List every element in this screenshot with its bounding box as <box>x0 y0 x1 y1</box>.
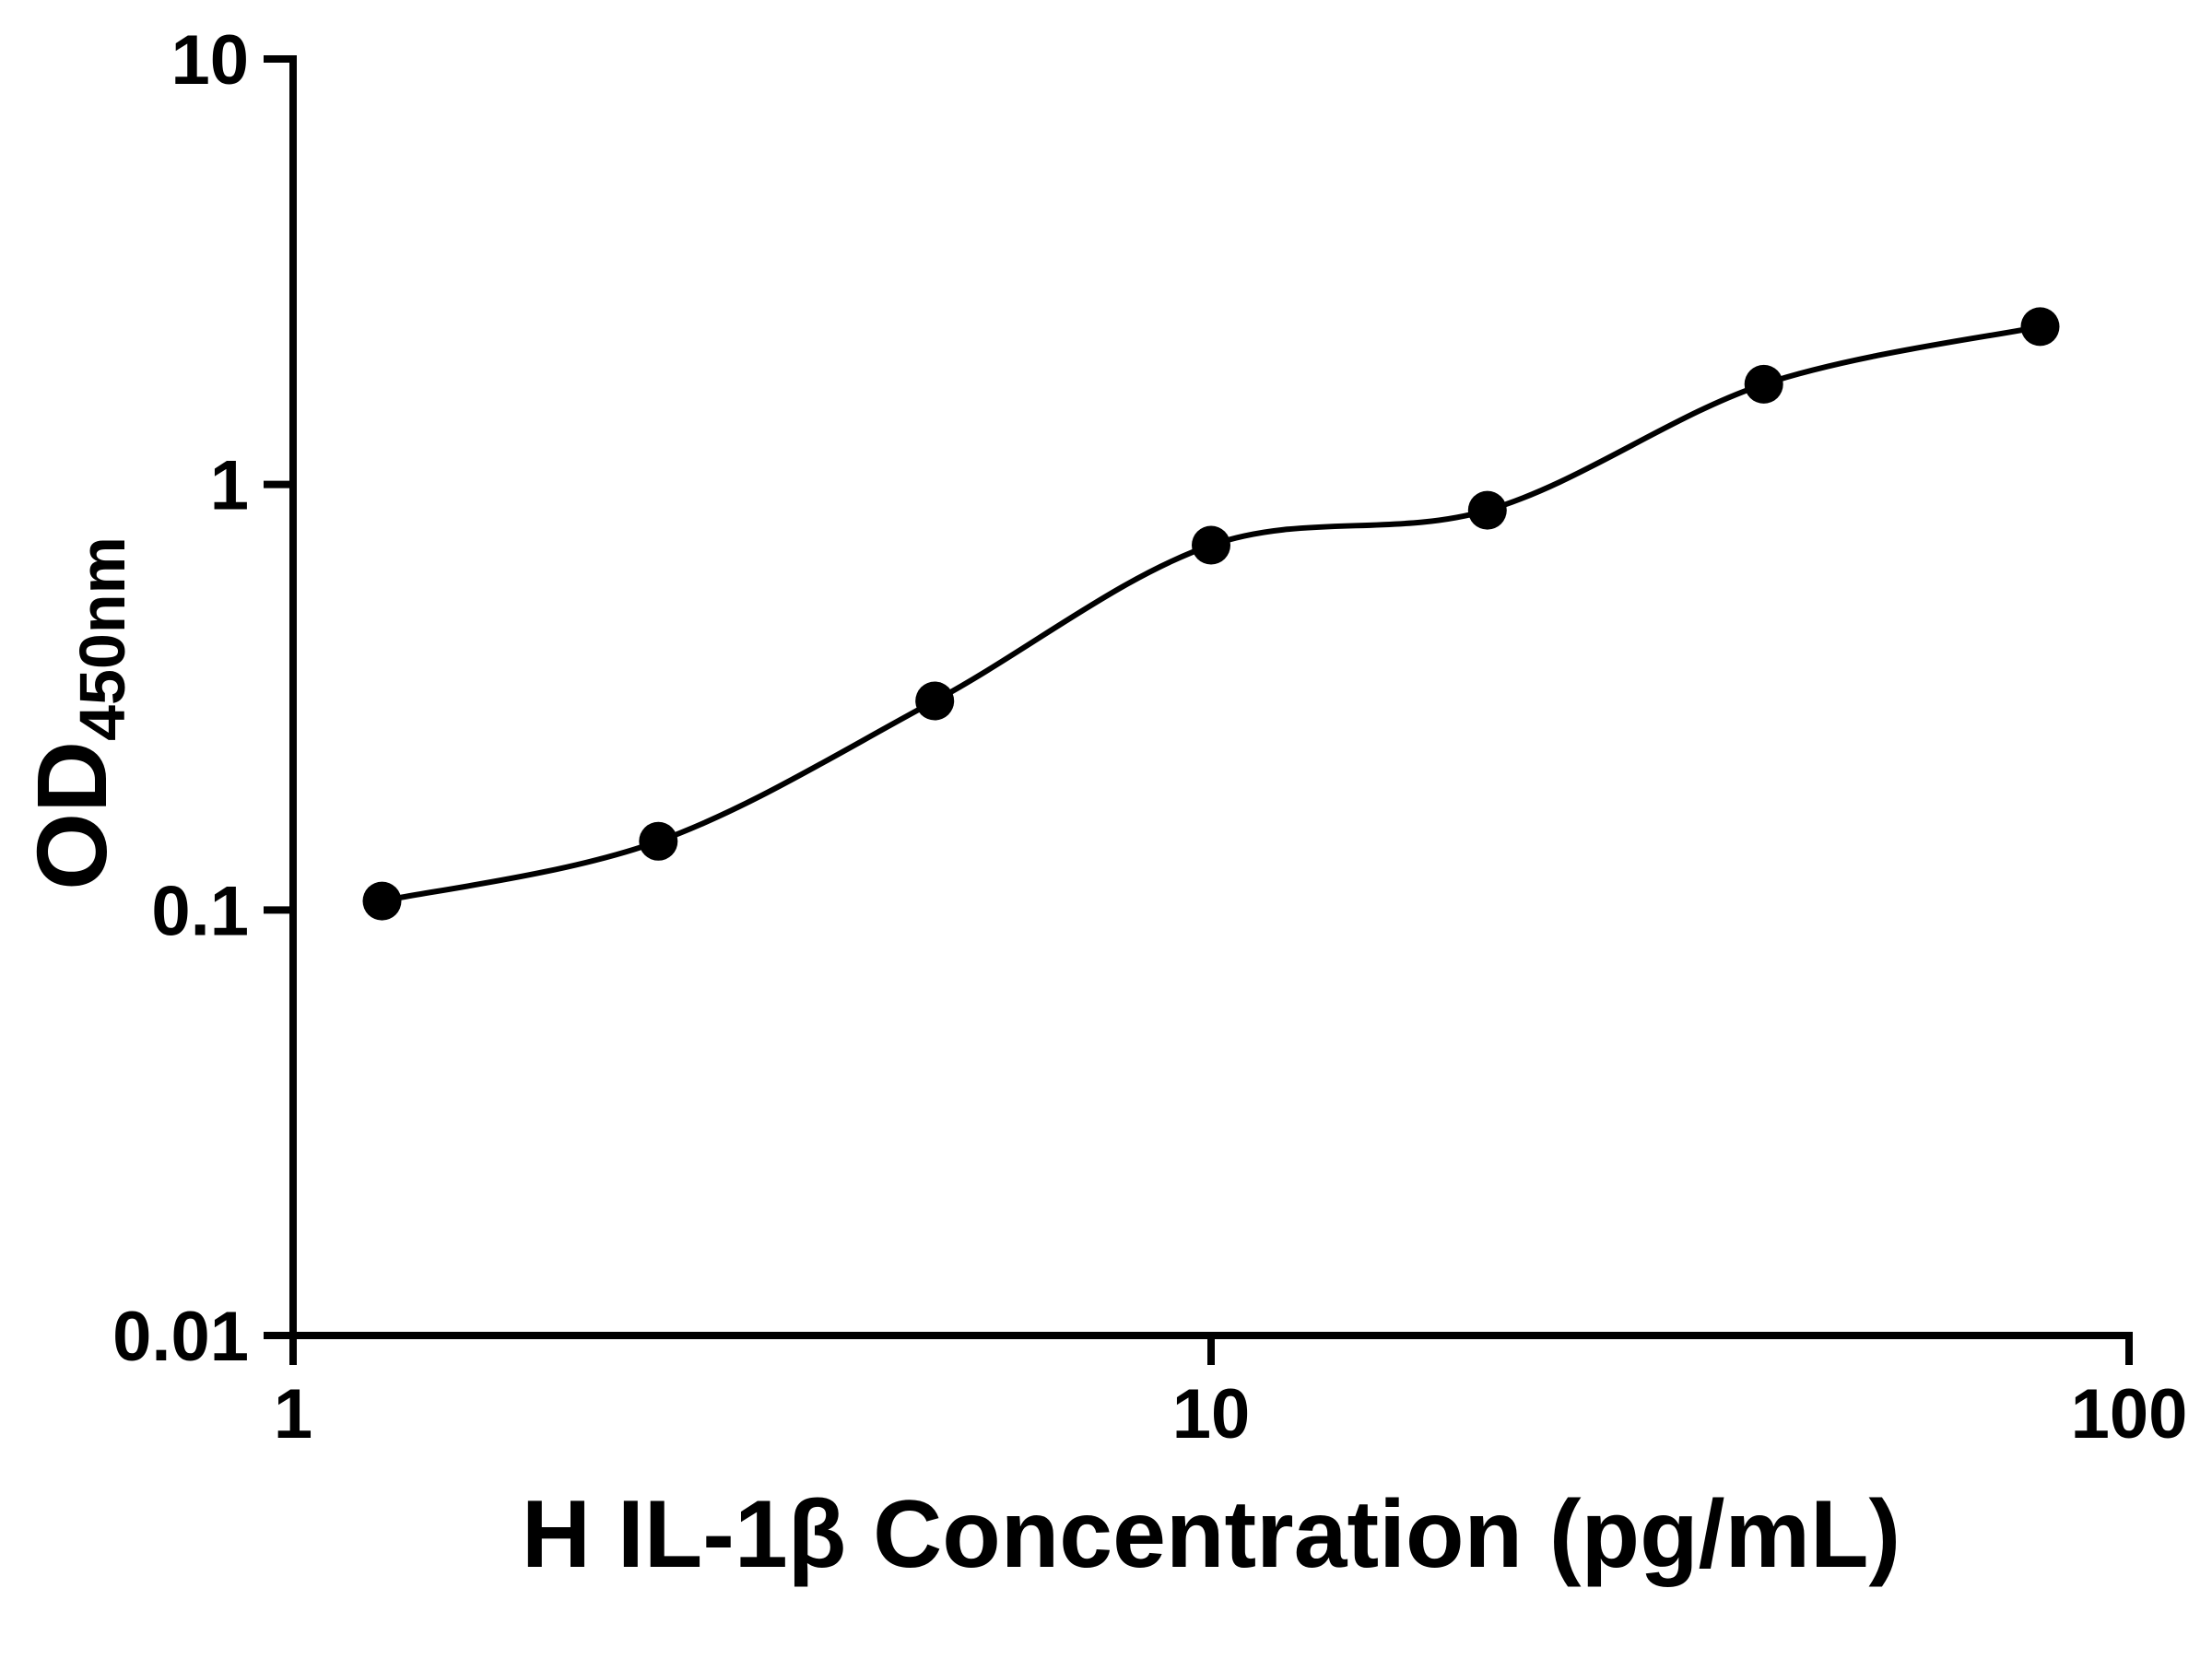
axes <box>289 55 2133 1339</box>
x-axis-label: H IL-1β Concentration (pg/mL) <box>522 1481 1900 1588</box>
y-tick-label: 0.01 <box>112 1298 249 1376</box>
data-point <box>2020 307 2060 347</box>
data-point <box>1744 364 1783 404</box>
data-point <box>362 881 402 921</box>
x-tick-label: 1 <box>274 1375 312 1453</box>
data-point <box>639 821 678 861</box>
x-tick-label: 10 <box>1172 1375 1251 1453</box>
fit-line <box>379 324 2043 904</box>
ticks <box>264 55 2133 1365</box>
data-point <box>915 681 955 721</box>
series <box>362 307 2060 921</box>
y-tick-label: 1 <box>210 447 249 525</box>
y-tick-label: 10 <box>171 21 249 100</box>
tick-labels: 1 10 100 10 1 0.1 0.01 <box>112 21 2187 1453</box>
y-axis-label-subscript: 450nm <box>66 536 138 741</box>
data-point <box>1192 525 1230 565</box>
data-point <box>1467 490 1507 530</box>
y-axis-label-main: OD <box>16 741 127 890</box>
y-tick-label: 0.1 <box>151 872 249 950</box>
y-axis-label: OD450nm <box>16 536 138 890</box>
x-tick-label: 100 <box>2071 1375 2188 1453</box>
